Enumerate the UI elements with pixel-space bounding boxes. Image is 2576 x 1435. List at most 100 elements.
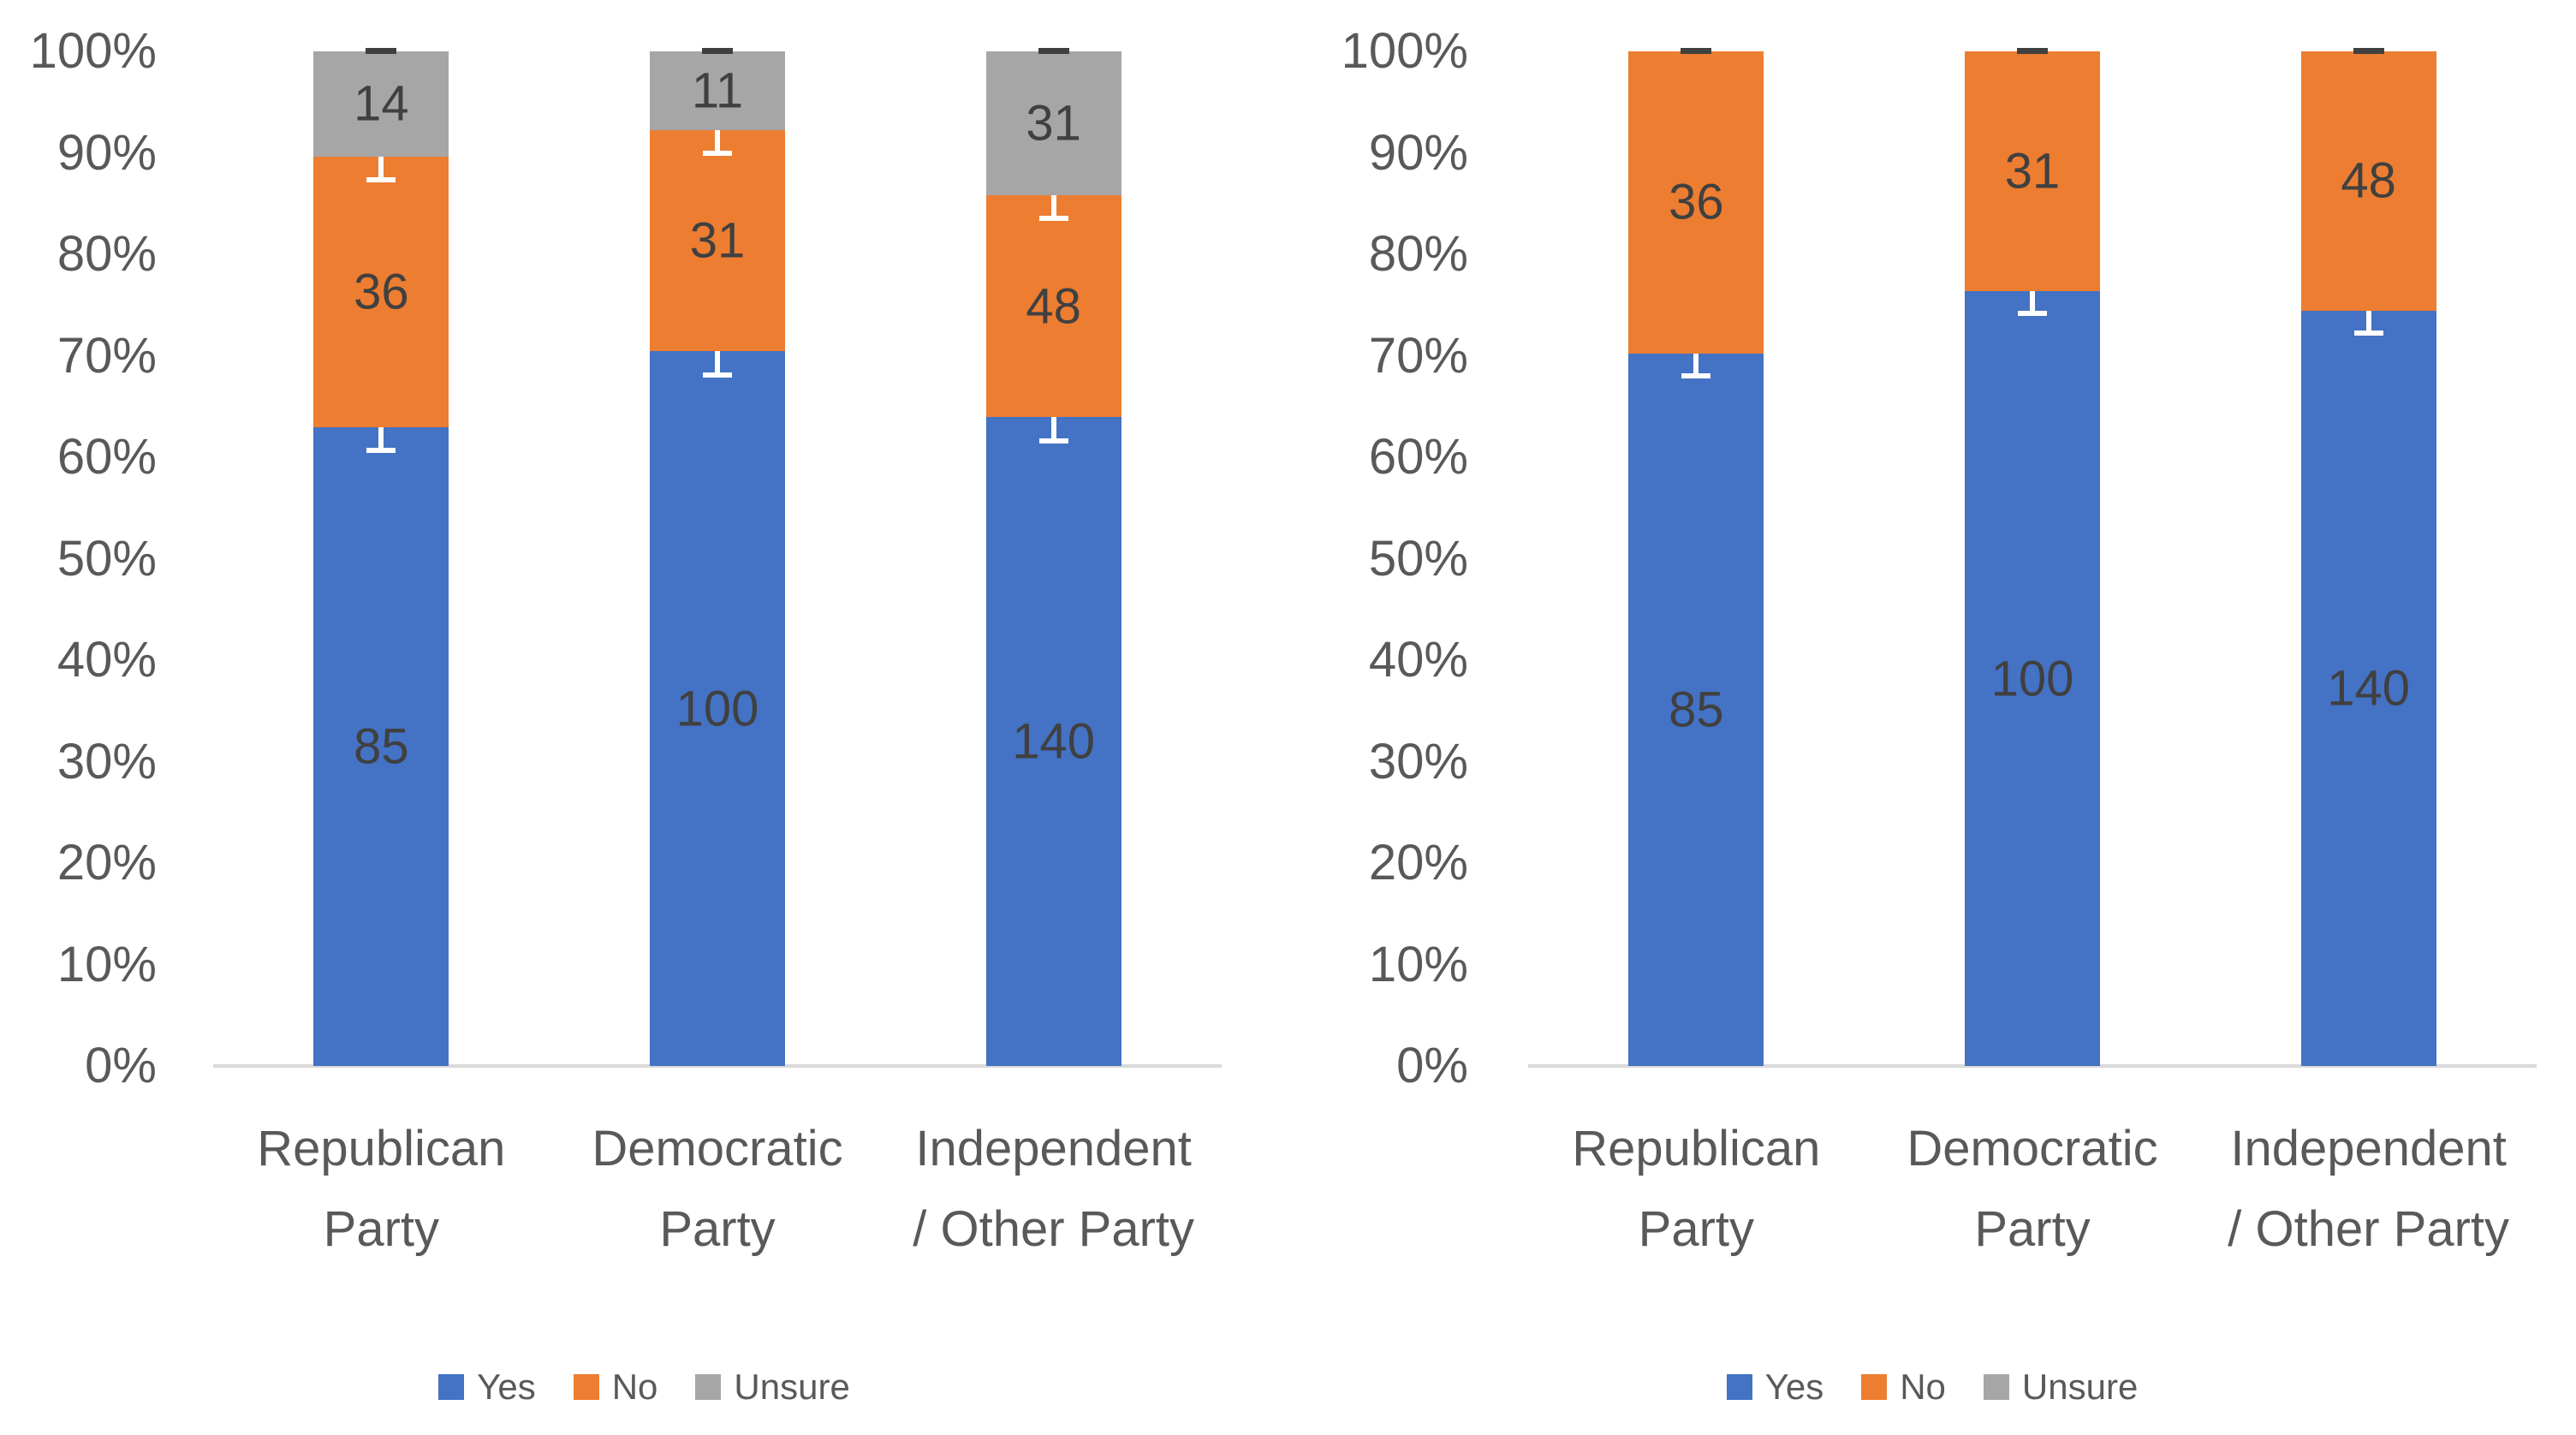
category-label-line: Party [323,1201,440,1257]
bar-segment-unsure [985,51,1121,195]
category-label: Republican Party [1499,1109,1893,1270]
data-label-yes: 140 [1012,713,1096,770]
x-axis-line [213,1064,1222,1068]
y-axis-tick-label: 10% [57,936,157,992]
bar-segment-yes [650,351,785,1066]
bar-segment-no [650,129,785,352]
data-label-unsure: 11 [691,63,744,119]
error-bar-cap-100pct [2353,48,2384,54]
bar-segment-yes [985,417,1121,1066]
y-axis-tick-label: 60% [1368,429,1468,485]
bar-segment-unsure [313,51,449,157]
y-axis-tick-label: 30% [57,733,157,789]
legend-swatch-no-icon [1861,1374,1888,1400]
legend-label: No [611,1367,658,1407]
bar-segment-yes [2300,310,2436,1066]
error-bar-bottom-whisker [366,177,396,183]
legend-label: Unsure [2021,1367,2139,1407]
y-axis-tick-label: 0% [1396,1038,1468,1093]
legend-swatch-yes-icon [1726,1374,1752,1400]
category-label-line: Democratic [1907,1121,2158,1176]
category-label: Democratic Party [1835,1109,2229,1270]
data-label-unsure: 14 [354,75,409,132]
data-label-unsure: 31 [1026,95,1081,152]
data-label-yes: 85 [1669,682,1724,738]
error-bar-bottom-whisker [703,372,732,378]
bar-segment-yes [1965,291,2100,1066]
error-bar-bottom-whisker [2353,330,2383,336]
bar-segment-no [1965,51,2100,292]
y-axis-tick-label: 50% [1368,530,1468,587]
chart-left-panel: 0% 10% 20% 30% 40% 50% 60% 70% 80% 90% 100% 85 36 14 R… [0,23,1288,1408]
category-label-line: Republican [1572,1121,1821,1176]
error-bar [378,133,384,181]
legend: Yes No Unsure [1288,1367,2576,1408]
error-bar-bottom-whisker [1681,372,1711,378]
bar-segment-no [313,156,449,427]
legend-swatch-unsure-icon [695,1374,722,1400]
chart-right-panel: 0% 10% 20% 30% 40% 50% 60% 70% 80% 90% 100% 85 36 Rep… [1288,0,2576,1435]
legend-label: Yes [1764,1367,1824,1407]
y-axis-tick-label: 70% [1368,327,1468,384]
data-label-no: 36 [1669,174,1724,230]
legend-label: Yes [477,1367,536,1407]
bar-segment-yes [313,426,449,1066]
bar-segment-unsure [650,51,785,130]
data-label-no: 48 [2341,152,2396,209]
category-label: Independent / Other Party [2172,1109,2566,1270]
error-bar-bottom-whisker [1038,438,1068,444]
error-bar-cap-100pct [1038,48,1069,54]
y-axis-tick-label: 40% [1368,632,1468,688]
y-axis-tick-label: 60% [57,429,157,485]
y-axis-tick-label: 0% [85,1038,157,1093]
data-label-yes: 85 [354,718,409,775]
data-label-no: 36 [354,264,409,320]
error-bar [715,328,720,375]
category-label: Republican Party [184,1109,578,1270]
error-bar [1050,171,1056,218]
error-bar [715,106,720,154]
error-bar-cap-100pct [366,48,397,54]
y-axis-tick-label: 70% [57,327,157,384]
x-axis-line [1528,1064,2537,1068]
legend-item-yes: Yes [1726,1367,1824,1408]
error-bar-bottom-whisker [703,151,732,157]
error-bar [378,403,384,451]
category-label-line: / Other Party [2228,1201,2510,1257]
category-label-line: Party [1638,1201,1755,1257]
legend-swatch-unsure-icon [1983,1374,2009,1400]
category-label-line: Democratic [592,1121,843,1176]
y-axis-tick-label: 90% [57,124,157,181]
legend-swatch-yes-icon [438,1374,465,1400]
category-label-line: / Other Party [913,1201,1195,1257]
data-label-yes: 100 [1990,651,2074,707]
bar-segment-no [1628,51,1764,354]
y-axis-tick-label: 10% [1368,936,1468,992]
data-label-yes: 100 [675,681,759,737]
y-axis-tick-label: 20% [57,835,157,890]
legend: Yes No Unsure [0,1367,1288,1408]
y-axis-tick-label: 40% [57,632,157,688]
error-bar-cap-100pct [702,48,733,54]
category-label-line: Party [1974,1201,2091,1257]
legend-label: No [1900,1367,1946,1407]
y-axis-tick-label: 30% [1368,733,1468,789]
data-label-no: 31 [2004,143,2061,199]
error-bar [2030,269,2035,314]
error-bar-bottom-whisker [366,448,396,454]
y-axis-tick-label: 100% [1341,23,1468,79]
y-axis-tick-label: 90% [1368,124,1468,181]
data-label-no: 31 [689,212,746,269]
data-label-yes: 140 [2327,660,2411,717]
error-bar-cap-100pct [2017,48,2048,54]
legend-item-no: No [1861,1367,1946,1408]
y-axis-tick-label: 100% [29,23,157,79]
y-axis-tick-label: 20% [1368,835,1468,890]
data-label-no: 48 [1026,278,1081,335]
legend-item-no: No [573,1367,658,1408]
category-label: Democratic Party [521,1109,914,1270]
bar-segment-no [2300,51,2436,311]
legend-item-unsure: Unsure [695,1367,850,1408]
category-label-line: Party [659,1201,776,1257]
